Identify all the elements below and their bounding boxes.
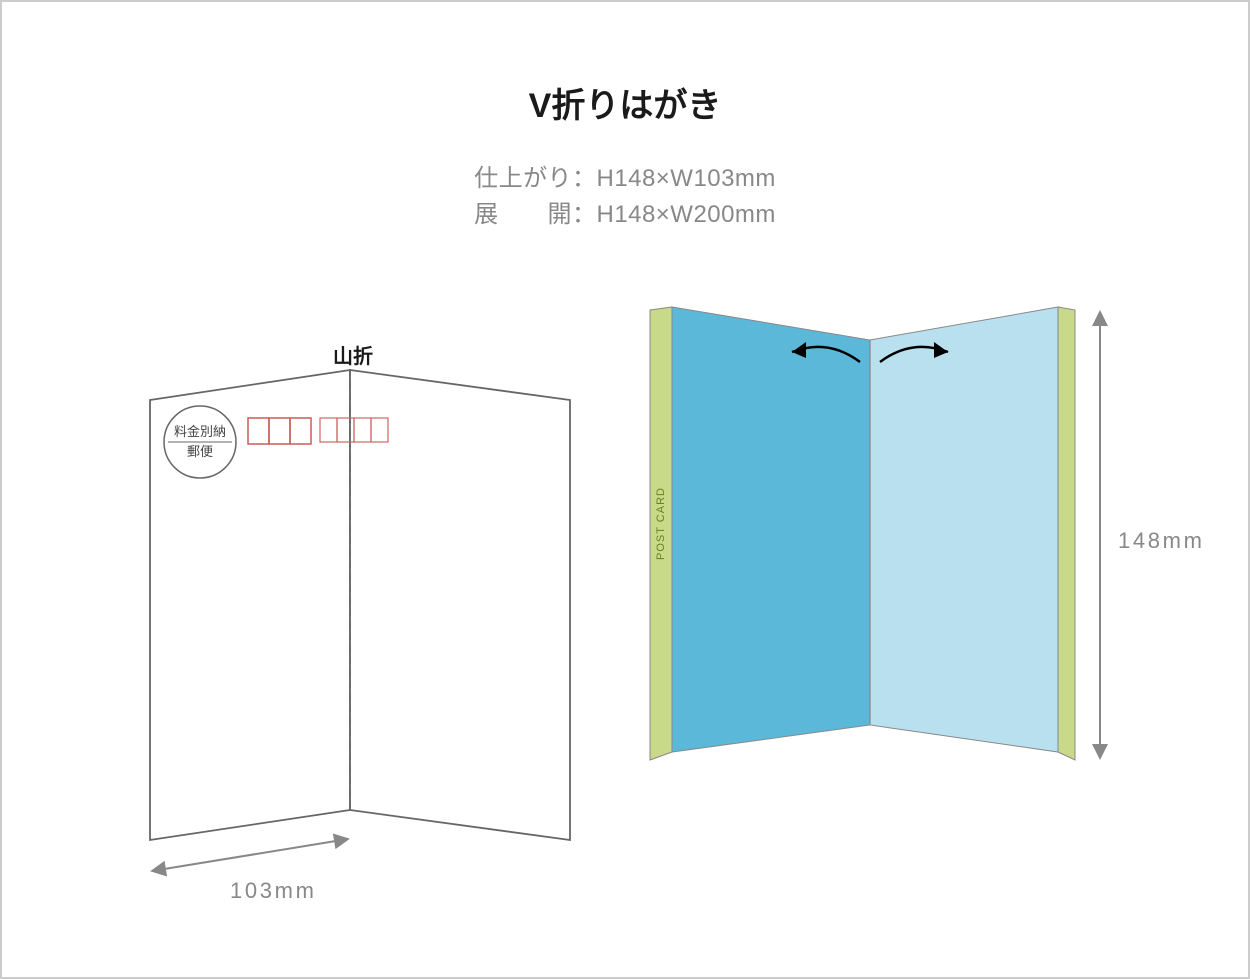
spec1-value: H148×W103mm <box>597 165 776 192</box>
spec-line-2: 展 開：H148×W200mm <box>0 194 1250 229</box>
spec2-label: 展 開： <box>474 201 596 228</box>
outer-frame <box>0 0 1250 979</box>
height-dim-label: 148mm <box>1118 528 1205 554</box>
spec1-label: 仕上がり： <box>474 165 596 192</box>
width-dim-label: 103mm <box>230 878 317 904</box>
page-title: V折りはがき <box>0 78 1250 127</box>
fold-label: 山折 <box>333 340 373 369</box>
spec-line-1: 仕上がり：H148×W103mm <box>0 158 1250 193</box>
left-face-label: 宛名面 <box>200 615 310 664</box>
right-face-label: 圧着面 <box>862 392 914 516</box>
spec2-value: H148×W200mm <box>597 201 776 228</box>
